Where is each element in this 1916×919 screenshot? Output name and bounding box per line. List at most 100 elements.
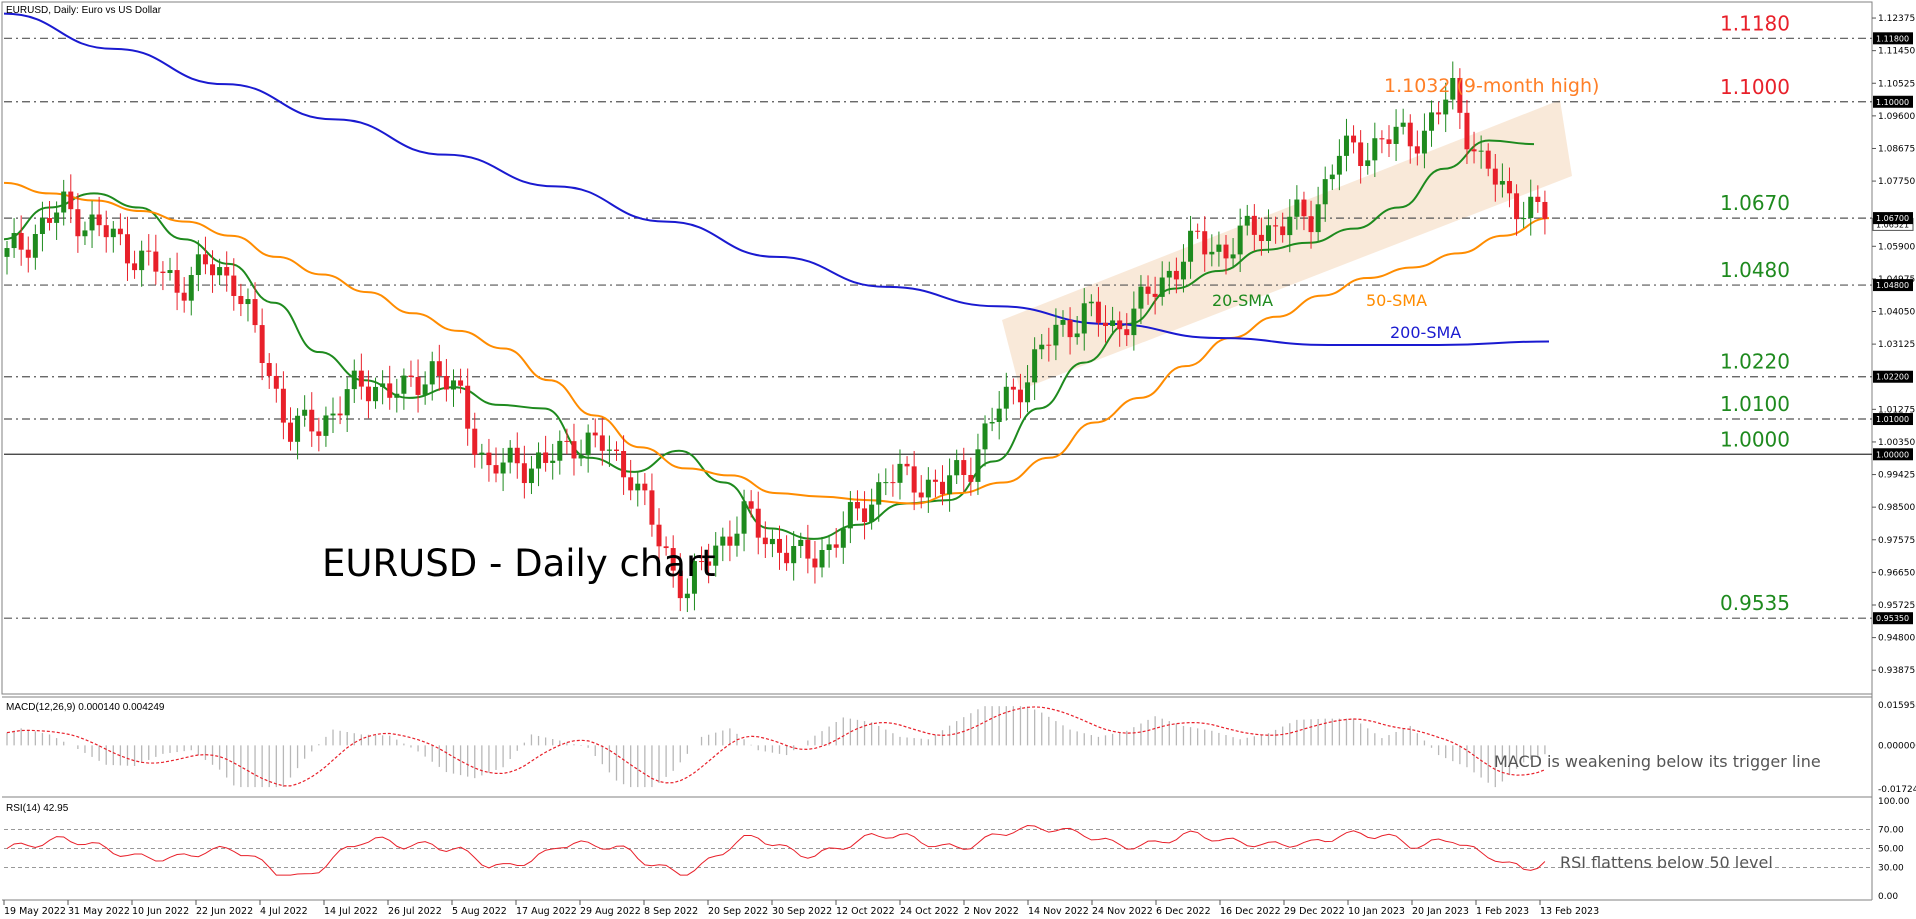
candle-body: [96, 214, 102, 226]
level-tag-2: 1.06700: [1876, 214, 1909, 223]
candle-body: [110, 228, 116, 238]
candle-body: [68, 191, 74, 210]
x-tick-label-16: 14 Nov 2022: [1028, 906, 1089, 917]
candle-body: [1464, 112, 1470, 150]
candle-body: [1471, 149, 1477, 152]
candle-body: [39, 218, 45, 235]
candle-body: [472, 428, 478, 455]
candle-body: [521, 463, 527, 484]
y-tick-label-9: 1.03125: [1878, 340, 1915, 350]
rsi-caption: RSI(14) 42.95: [6, 803, 69, 814]
candle-body: [706, 561, 712, 566]
candle-body: [231, 275, 237, 296]
candle-body: [1478, 150, 1484, 152]
candle-body: [876, 482, 882, 505]
candle-body: [677, 570, 683, 599]
candle-body: [54, 212, 60, 223]
candle-body: [174, 270, 180, 293]
x-tick-label-3: 22 Jun 2022: [196, 906, 253, 917]
candle-body: [670, 548, 676, 571]
candle-body: [691, 561, 697, 594]
x-tick-label-19: 16 Dec 2022: [1220, 906, 1281, 917]
rsi-y-label-0: 100.00: [1878, 797, 1910, 807]
candle-body: [961, 460, 967, 475]
candle-body: [344, 389, 350, 416]
candle-body: [1251, 215, 1257, 235]
candle-body: [606, 449, 612, 451]
x-tick-label-1: 31 May 2022: [68, 906, 130, 917]
candle-body: [373, 386, 379, 402]
candle-body: [1060, 319, 1066, 325]
candle-body: [904, 463, 910, 467]
candle-body: [486, 452, 492, 466]
candle-body: [160, 271, 166, 274]
candle-body: [1315, 204, 1321, 233]
candle-body: [628, 477, 634, 491]
y-tick-label-4: 1.08675: [1878, 144, 1915, 154]
level-tag-1: 1.10000: [1876, 98, 1909, 107]
candle-body: [1010, 386, 1016, 390]
candle-body: [585, 432, 591, 456]
candle-body: [684, 593, 690, 599]
candle-body: [1414, 146, 1420, 154]
candle-body: [1124, 329, 1130, 336]
candle-body: [1485, 150, 1491, 169]
candle-body: [947, 475, 953, 495]
candle-body: [755, 508, 761, 538]
candle-body: [394, 393, 400, 398]
candle-body: [911, 466, 917, 493]
candle-body: [61, 191, 67, 213]
candle-body: [210, 264, 216, 276]
level-tag-bg-4: [1873, 370, 1913, 383]
candle-body: [1074, 333, 1080, 338]
candle-body: [826, 544, 832, 551]
candle-body: [217, 267, 223, 276]
candle-body: [748, 501, 754, 509]
y-tick-label-2: 1.10525: [1878, 79, 1915, 89]
candle-body: [1535, 196, 1541, 202]
candle-body: [82, 230, 88, 237]
candle-body: [1528, 196, 1534, 219]
candle-body: [316, 431, 322, 436]
x-tick-label-8: 17 Aug 2022: [516, 906, 577, 917]
candle-body: [443, 375, 449, 390]
x-tick-label-18: 6 Dec 2022: [1156, 906, 1211, 917]
x-tick-label-9: 29 Aug 2022: [580, 906, 641, 917]
candle-body: [564, 440, 570, 442]
rsi-y-label-2: 50.00: [1878, 845, 1904, 855]
level-label-0: 1.1180: [1720, 11, 1790, 35]
rsi-y-label-3: 30.00: [1878, 864, 1904, 874]
rsi-y-label-4: 0.00: [1878, 892, 1898, 902]
level-tag-5: 1.01000: [1876, 415, 1909, 424]
level-label-4: 1.0220: [1720, 350, 1790, 374]
macd-caption: MACD(12,26,9) 0.000140 0.004249: [6, 702, 165, 713]
candle-body: [4, 248, 10, 257]
candle-body: [1514, 193, 1520, 220]
candle-body: [1329, 174, 1335, 180]
y-tick-label-0: 1.12375: [1878, 14, 1915, 24]
candle-body: [1088, 301, 1094, 304]
candle-body: [479, 452, 485, 455]
y-tick-label-15: 0.96650: [1878, 568, 1915, 578]
level-tag-bg-6: [1873, 448, 1913, 461]
y-tick-label-14: 0.97575: [1878, 536, 1915, 546]
candle-body: [280, 388, 286, 423]
level-tag-0: 1.11800: [1876, 34, 1909, 43]
candle-body: [387, 383, 393, 398]
y-tick-label-16: 0.95725: [1878, 601, 1915, 611]
candle-body: [1166, 270, 1172, 278]
candle-body: [1372, 138, 1378, 161]
candle-body: [1025, 382, 1031, 403]
candle-body: [1095, 301, 1101, 323]
x-tick-label-2: 10 Jun 2022: [132, 906, 189, 917]
candle-body: [238, 295, 244, 305]
level-label-1: 1.1000: [1720, 75, 1790, 99]
candle-body: [252, 299, 258, 326]
y-tick-label-13: 0.98500: [1878, 503, 1915, 513]
candle-body: [1230, 254, 1236, 259]
candle-body: [798, 539, 804, 547]
candle-body: [358, 370, 364, 387]
candle-body: [1237, 225, 1243, 255]
candle-body: [139, 250, 145, 271]
